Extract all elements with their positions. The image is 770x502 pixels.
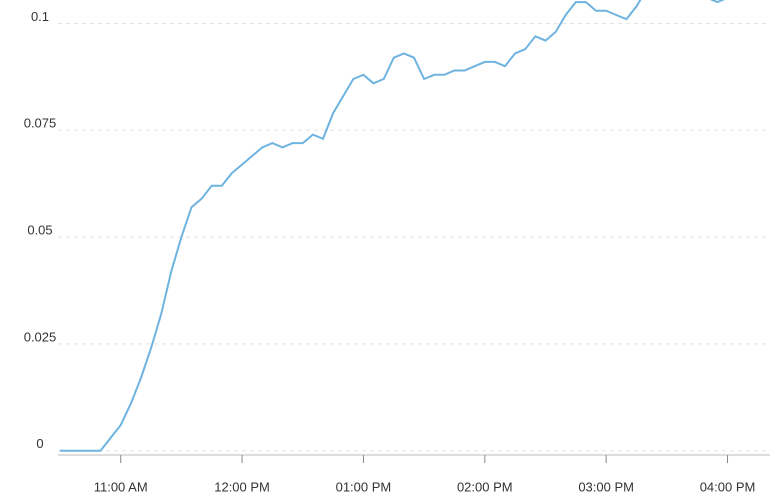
x-tick-label: 03:00 PM — [578, 479, 634, 494]
y-tick-label: 0.1 — [31, 9, 49, 24]
y-tick-label: 0.05 — [27, 223, 52, 238]
x-tick-label: 12:00 PM — [214, 479, 270, 494]
x-tick-label: 04:00 PM — [700, 479, 756, 494]
x-tick-label: 01:00 PM — [336, 479, 392, 494]
y-tick-label: 0 — [36, 436, 43, 451]
x-tick-label: 02:00 PM — [457, 479, 513, 494]
y-tick-label: 0.075 — [24, 116, 57, 131]
line-series — [60, 0, 726, 452]
x-tick-label: 11:00 AM — [94, 479, 148, 494]
y-tick-label: 0.025 — [24, 329, 57, 344]
